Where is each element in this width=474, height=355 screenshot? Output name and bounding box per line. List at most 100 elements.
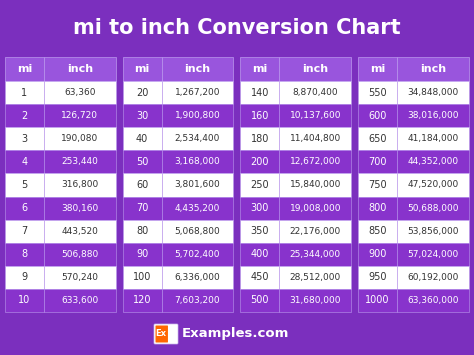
Bar	[240, 173, 279, 197]
Bar	[397, 243, 469, 266]
Bar	[240, 81, 279, 104]
Text: 800: 800	[368, 203, 387, 213]
Text: 120: 120	[133, 295, 151, 305]
Bar	[240, 197, 279, 220]
Text: 1,267,200: 1,267,200	[175, 88, 220, 97]
Bar	[162, 127, 234, 150]
Bar	[5, 220, 44, 243]
Text: 6,336,000: 6,336,000	[174, 273, 220, 282]
Bar	[397, 81, 469, 104]
Text: mi to inch Conversion Chart: mi to inch Conversion Chart	[73, 18, 401, 38]
Bar	[358, 266, 397, 289]
Bar	[5, 104, 44, 127]
Bar	[358, 81, 397, 104]
Text: 750: 750	[368, 180, 387, 190]
Text: 4,435,200: 4,435,200	[175, 203, 220, 213]
FancyBboxPatch shape	[154, 324, 178, 344]
Text: 5,068,800: 5,068,800	[174, 226, 220, 236]
Bar	[5, 197, 44, 220]
Text: 9: 9	[21, 272, 27, 282]
Bar	[358, 150, 397, 173]
Text: inch: inch	[184, 64, 210, 74]
Bar	[5, 243, 44, 266]
Text: 41,184,000: 41,184,000	[407, 134, 459, 143]
Text: 22,176,000: 22,176,000	[290, 226, 341, 236]
Bar	[44, 81, 116, 104]
Text: Examples.com: Examples.com	[182, 328, 289, 340]
Bar	[123, 220, 162, 243]
Text: 380,160: 380,160	[61, 203, 99, 213]
Text: 450: 450	[251, 272, 269, 282]
Text: 7,603,200: 7,603,200	[175, 296, 220, 305]
Text: 253,440: 253,440	[61, 157, 98, 166]
Text: 2: 2	[21, 111, 27, 121]
Bar	[162, 173, 234, 197]
Bar	[5, 81, 44, 104]
Text: 63,360: 63,360	[64, 88, 95, 97]
Bar	[162, 57, 234, 81]
Text: 10: 10	[18, 295, 30, 305]
Bar	[44, 197, 116, 220]
Text: 57,024,000: 57,024,000	[407, 250, 459, 259]
Text: 190,080: 190,080	[61, 134, 99, 143]
Text: 140: 140	[251, 88, 269, 98]
Text: 2,534,400: 2,534,400	[175, 134, 220, 143]
Text: 500: 500	[251, 295, 269, 305]
Text: 1,900,800: 1,900,800	[174, 111, 220, 120]
Text: 6: 6	[21, 203, 27, 213]
Bar	[279, 104, 351, 127]
Bar	[162, 104, 234, 127]
Text: 700: 700	[368, 157, 387, 167]
Bar	[44, 243, 116, 266]
Text: 570,240: 570,240	[61, 273, 98, 282]
Text: 316,800: 316,800	[61, 180, 99, 190]
Bar	[279, 57, 351, 81]
Text: 3,801,600: 3,801,600	[174, 180, 220, 190]
Bar	[5, 173, 44, 197]
Text: inch: inch	[420, 64, 446, 74]
Text: 7: 7	[21, 226, 27, 236]
Bar	[162, 289, 234, 312]
Text: 19,008,000: 19,008,000	[290, 203, 341, 213]
Bar	[5, 266, 44, 289]
Bar	[44, 289, 116, 312]
Bar	[240, 266, 279, 289]
Bar	[240, 220, 279, 243]
Text: mi: mi	[252, 64, 267, 74]
Bar	[44, 57, 116, 81]
Text: 10,137,600: 10,137,600	[290, 111, 341, 120]
Text: 600: 600	[368, 111, 387, 121]
Text: 400: 400	[251, 249, 269, 259]
Bar	[240, 104, 279, 127]
Bar	[358, 104, 397, 127]
Text: 550: 550	[368, 88, 387, 98]
Text: 40: 40	[136, 134, 148, 144]
Bar	[5, 289, 44, 312]
Text: 250: 250	[251, 180, 269, 190]
Bar	[240, 57, 279, 81]
Text: 20: 20	[136, 88, 148, 98]
Text: 900: 900	[368, 249, 387, 259]
Text: 60,192,000: 60,192,000	[407, 273, 459, 282]
Text: 950: 950	[368, 272, 387, 282]
Text: 38,016,000: 38,016,000	[407, 111, 459, 120]
Text: 443,520: 443,520	[61, 226, 98, 236]
Text: 8,870,400: 8,870,400	[292, 88, 338, 97]
Text: 31,680,000: 31,680,000	[290, 296, 341, 305]
Bar	[279, 150, 351, 173]
Bar	[240, 289, 279, 312]
Bar	[44, 104, 116, 127]
Text: 90: 90	[136, 249, 148, 259]
Text: 50,688,000: 50,688,000	[407, 203, 459, 213]
Bar	[162, 81, 234, 104]
Bar	[279, 289, 351, 312]
Text: 180: 180	[251, 134, 269, 144]
Bar	[44, 220, 116, 243]
Text: 44,352,000: 44,352,000	[408, 157, 458, 166]
Bar	[279, 197, 351, 220]
Bar	[397, 127, 469, 150]
Text: 53,856,000: 53,856,000	[407, 226, 459, 236]
Text: 50: 50	[136, 157, 148, 167]
Bar	[5, 57, 44, 81]
Text: 350: 350	[251, 226, 269, 236]
